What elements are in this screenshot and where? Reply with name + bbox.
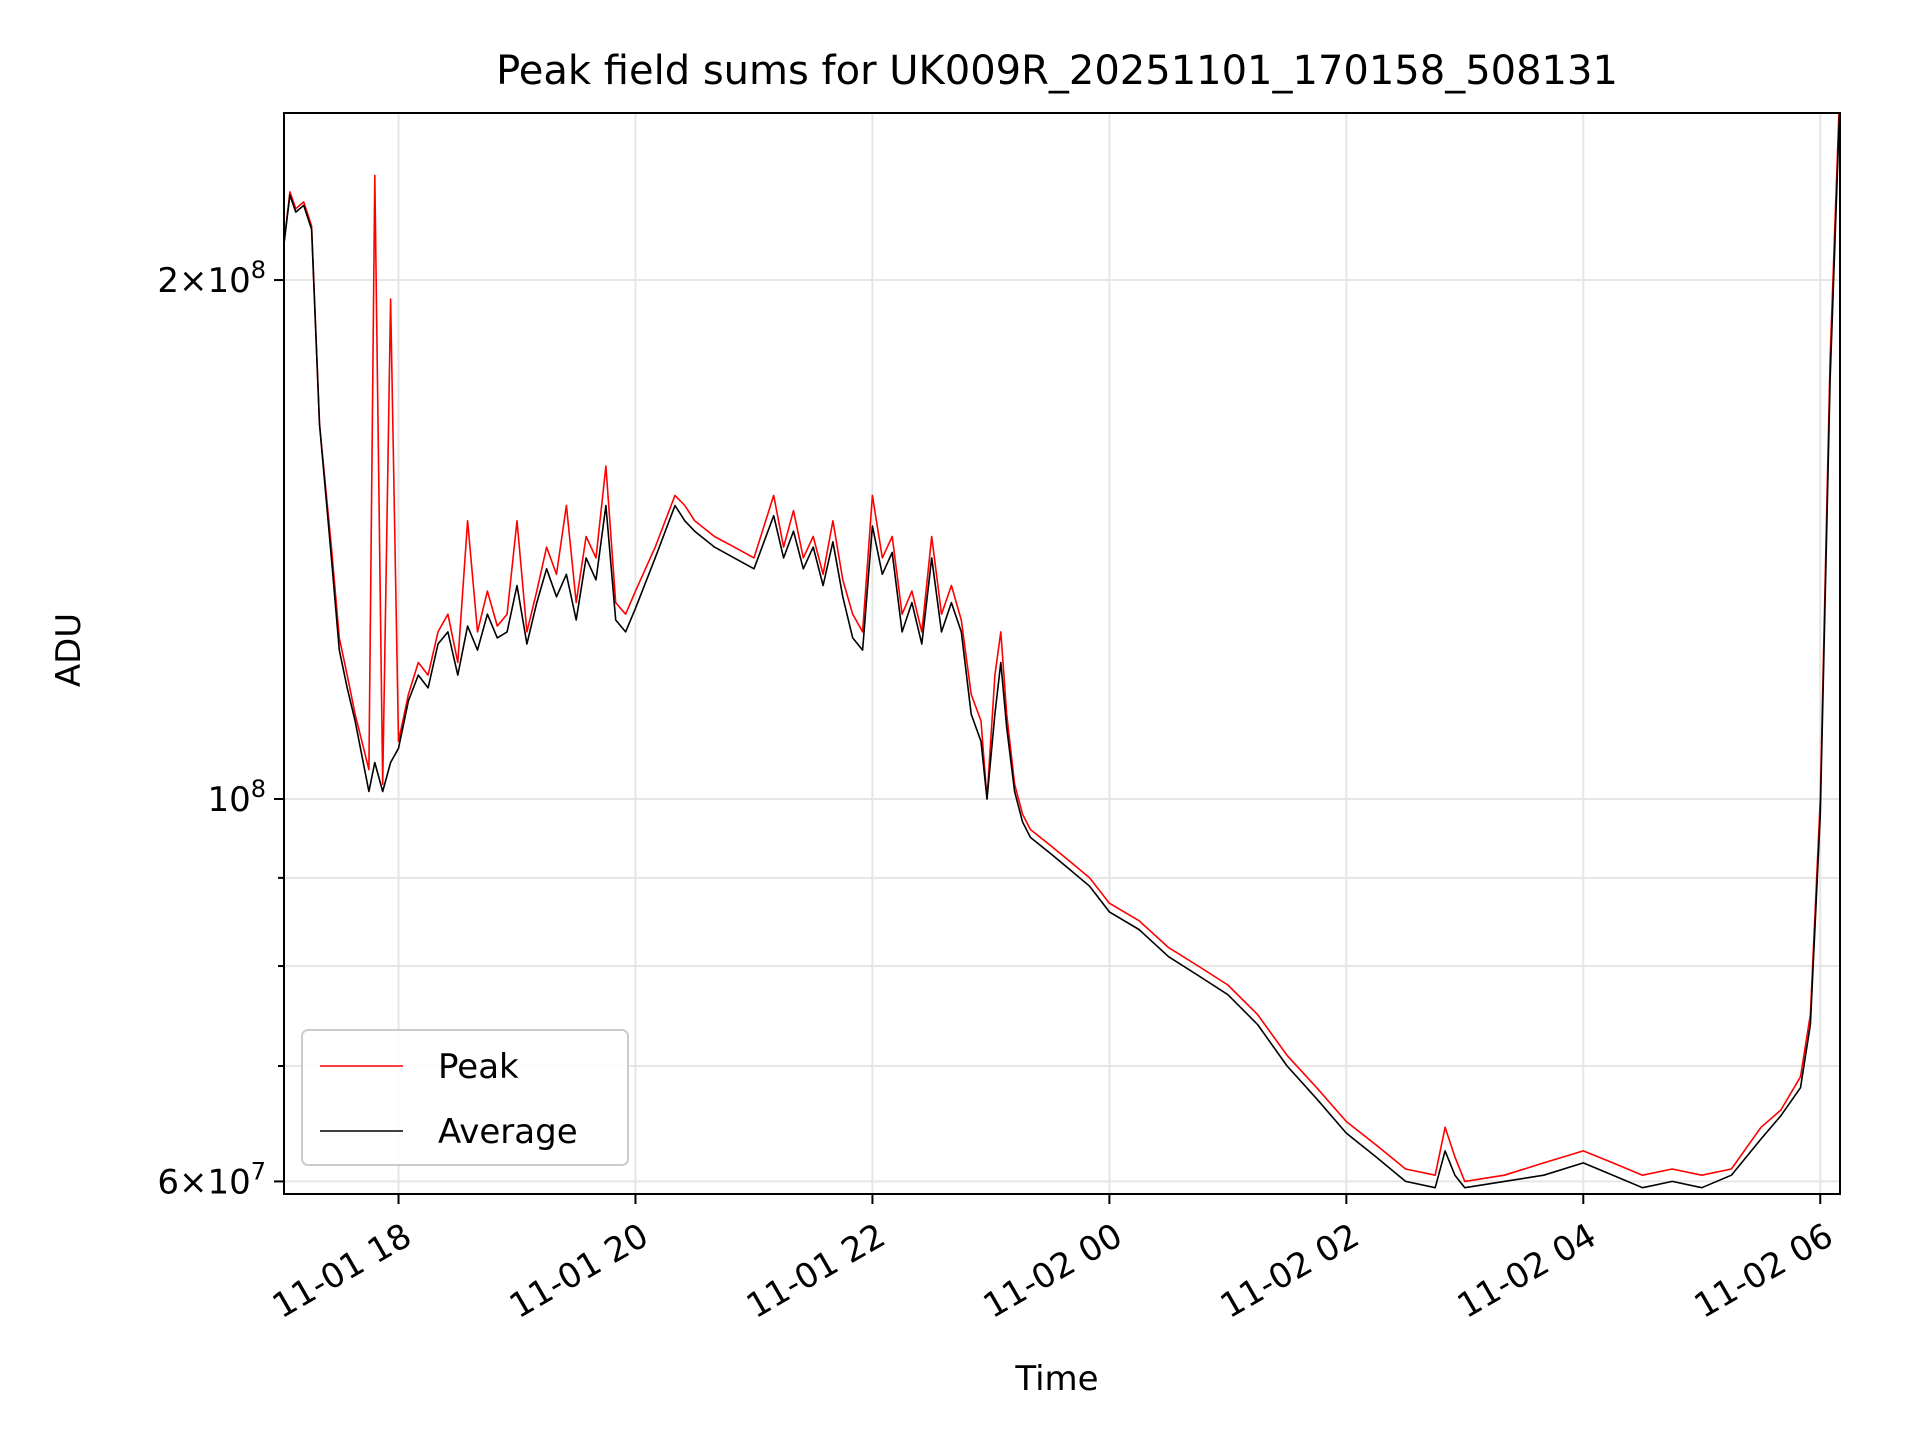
y-tick-label: 2×108	[157, 256, 266, 301]
series-line-average	[284, 113, 1840, 1189]
y-tick-label: 6×107	[157, 1157, 266, 1202]
y-axis-label: ADU	[49, 613, 89, 687]
plot-area-frame	[283, 112, 1841, 1195]
series-layer	[284, 113, 1840, 1189]
legend-average-label: Average	[438, 1112, 578, 1152]
y-tick-label: 108	[207, 775, 266, 820]
legend: Peak Average	[301, 1029, 629, 1166]
chart-title: Peak field sums for UK009R_20251101_1701…	[496, 48, 1618, 94]
series-line-peak	[284, 113, 1840, 1183]
legend-peak-label: Peak	[438, 1047, 519, 1087]
x-axis-label: Time	[1014, 1359, 1098, 1399]
grid	[284, 113, 1840, 1194]
